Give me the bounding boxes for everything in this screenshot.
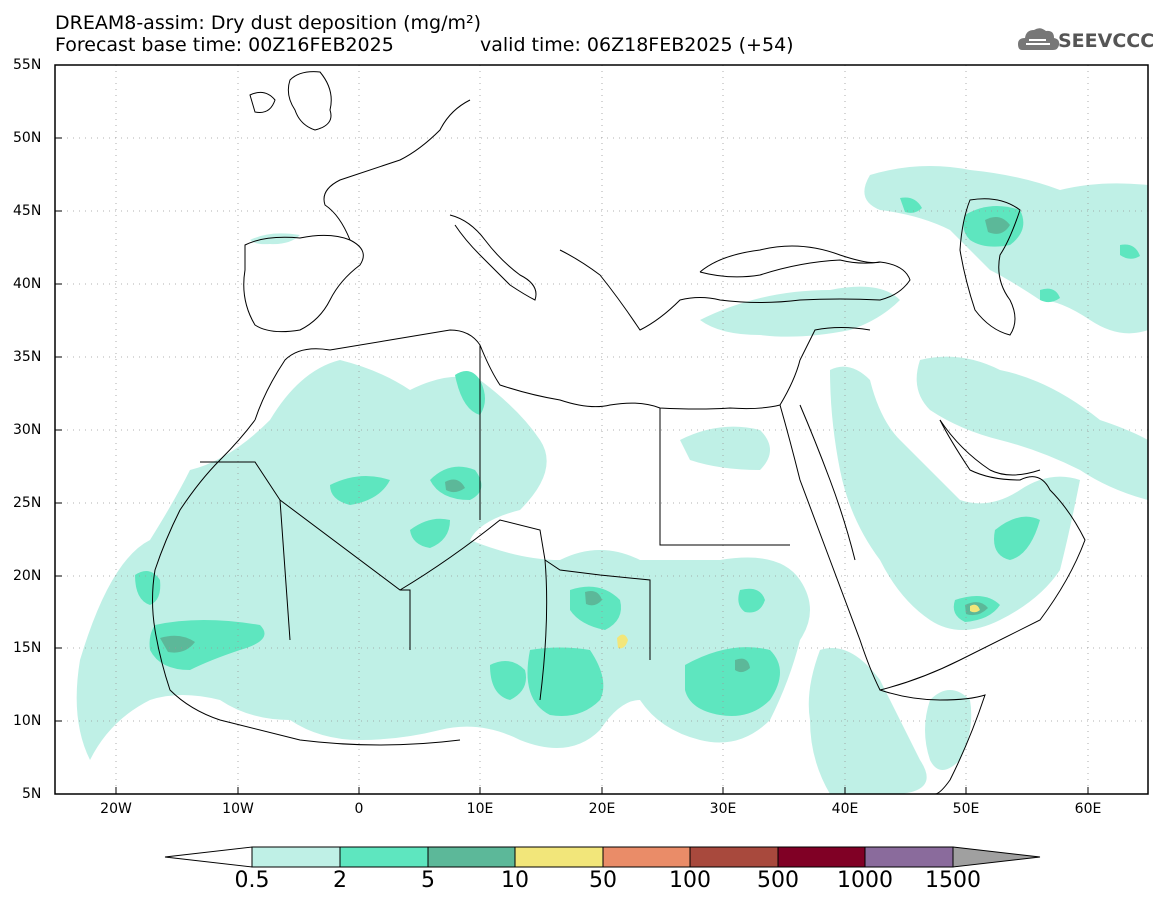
colorbar-bin [339, 846, 429, 868]
colorbar-over-triangle [952, 846, 1041, 868]
graticule [55, 65, 1148, 794]
lat-label: 10N [13, 713, 42, 729]
lon-label: 40E [831, 801, 859, 817]
dust-level-1 [76, 166, 1148, 794]
lat-label: 55N [13, 57, 42, 73]
coastlines [152, 71, 1086, 794]
dust-level-4 [617, 604, 980, 649]
lat-label: 45N [13, 203, 42, 219]
colorbar-bin [427, 846, 516, 868]
dust-level-2 [135, 197, 1140, 716]
lat-label: 25N [13, 495, 42, 511]
lon-label: 10E [466, 801, 494, 817]
colorbar-label: 0.5 [234, 868, 270, 893]
colorbar-bin [602, 846, 691, 868]
colorbar-bin [514, 846, 604, 868]
colorbar-label: 10 [501, 868, 529, 893]
lon-label: 20E [588, 801, 616, 817]
colorbar-bin [251, 846, 341, 868]
colorbar-under-triangle [164, 846, 253, 868]
colorbar [164, 846, 1041, 868]
lat-label: 30N [13, 422, 42, 438]
colorbar-label: 100 [669, 868, 711, 893]
valid-time: valid time: 06Z18FEB2025 (+54) [480, 34, 794, 56]
lat-label: 50N [13, 130, 42, 146]
colorbar-bin [864, 846, 954, 868]
colorbar-label: 1000 [837, 868, 893, 893]
axis-ticks [55, 137, 1089, 794]
lon-label: 10W [222, 801, 254, 817]
lon-label: 0 [354, 801, 364, 817]
colorbar-label: 500 [757, 868, 799, 893]
lat-label: 15N [13, 640, 42, 656]
colorbar-label: 1500 [925, 868, 981, 893]
base-time: Forecast base time: 00Z16FEB2025 [55, 34, 394, 56]
lat-label: 5N [22, 786, 42, 802]
dust-level-3 [160, 216, 1010, 673]
lon-label: 20W [100, 801, 132, 817]
logo-text: SEEVCCC [1058, 30, 1155, 52]
lat-label: 40N [13, 276, 42, 292]
cloud-icon [1018, 28, 1060, 50]
colorbar-label: 5 [421, 868, 435, 893]
dust-shading [76, 166, 1148, 794]
lon-label: 30E [709, 801, 737, 817]
colorbar-bin [777, 846, 866, 868]
map-title: DREAM8-assim: Dry dust deposition (mg/m²… [55, 12, 482, 34]
lat-label: 20N [13, 568, 42, 584]
colorbar-bin [689, 846, 779, 868]
lon-label: 50E [952, 801, 980, 817]
lat-label: 35N [13, 349, 42, 365]
forecast-time-line: Forecast base time: 00Z16FEB2025 valid ti… [55, 34, 794, 56]
colorbar-label: 2 [333, 868, 347, 893]
colorbar-label: 50 [589, 868, 617, 893]
lon-label: 60E [1074, 801, 1102, 817]
